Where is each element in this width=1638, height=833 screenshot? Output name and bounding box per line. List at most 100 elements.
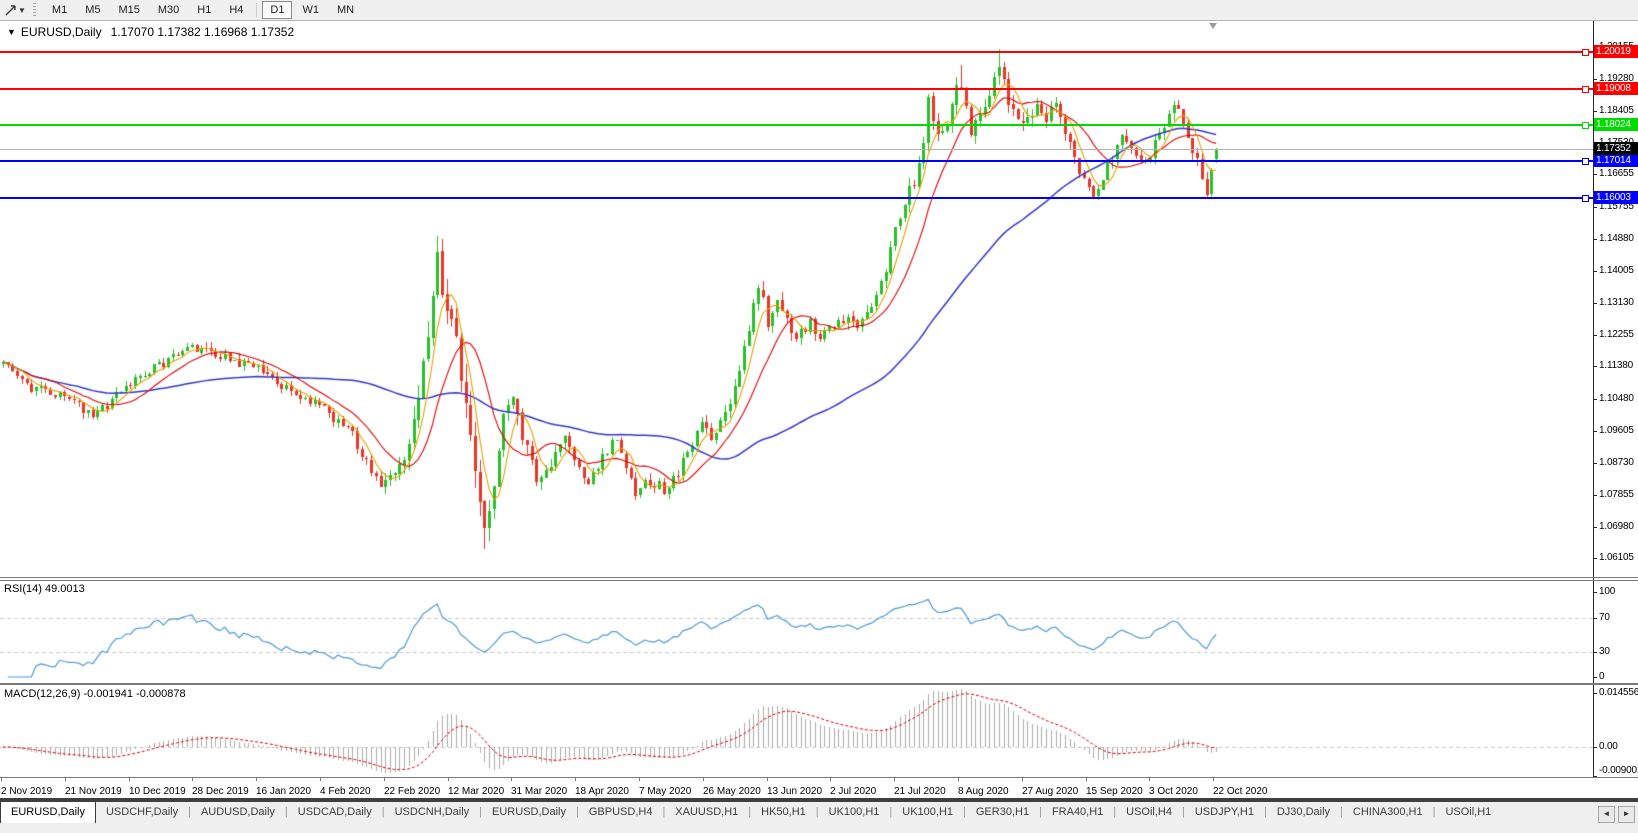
macd-tick [1593, 693, 1597, 694]
horizontal-line-1.19008[interactable] [0, 88, 1593, 90]
date-tick [703, 777, 704, 781]
tab-item-eurusd-daily[interactable]: EURUSD,Daily [492, 806, 566, 818]
rsi-tick [1593, 652, 1597, 653]
hline-drag-marker[interactable] [1582, 195, 1589, 202]
rsi-tick-label: 100 [1599, 586, 1616, 597]
tab-item-uk100-h1[interactable]: UK100,H1 [902, 806, 954, 818]
tab-item-usoil-h4[interactable]: USOil,H4 [1126, 806, 1172, 818]
tab-item-gbpusd-h4[interactable]: GBPUSD,H4 [588, 806, 653, 818]
panel-divider [0, 580, 1638, 581]
hline-drag-marker[interactable] [1582, 158, 1589, 165]
timeframe-button-h4[interactable]: H4 [229, 4, 244, 16]
date-tick [1213, 777, 1214, 781]
tab-item-hk50-h1[interactable]: HK50,H1 [761, 806, 806, 818]
date-label: 27 Aug 2020 [1022, 786, 1079, 797]
horizontal-line-1.16003[interactable] [0, 197, 1593, 199]
chart-title: ▼ EURUSD,Daily 1.17070 1.17382 1.16968 1.1… [7, 25, 294, 39]
date-tick [894, 777, 895, 781]
rsi-tick-label: 70 [1599, 612, 1610, 623]
tab-scroll-right-button[interactable]: ► [1618, 806, 1635, 823]
tab-item-ger30-h1[interactable]: GER30,H1 [975, 806, 1030, 818]
dropdown-arrow-icon[interactable]: ▼ [18, 5, 26, 15]
window-bottom-edge [0, 798, 1638, 802]
hline-drag-marker[interactable] [1582, 86, 1589, 93]
rsi-tick [1593, 592, 1597, 593]
date-label: 7 May 2020 [639, 786, 692, 797]
date-tick [256, 777, 257, 781]
tab-separator: | [1340, 806, 1343, 818]
timeframe-button-d1[interactable]: D1 [262, 1, 293, 19]
date-tick [192, 777, 193, 781]
tab-scroll-arrows: ◄ ► [1598, 806, 1635, 823]
tab-item-fra40-h1[interactable]: FRA40,H1 [1051, 806, 1104, 818]
price-tick [1593, 239, 1597, 240]
date-tick [1, 777, 2, 781]
tab-item-usoil-h1[interactable]: USOil,H1 [1445, 806, 1492, 818]
hline-price-tag: 1.16003 [1594, 191, 1638, 204]
tab-separator: | [748, 806, 752, 818]
rsi-indicator-label: RSI(14) 49.0013 [4, 583, 85, 595]
price-tick [1593, 271, 1597, 272]
chart-title-symbol: EURUSD,Daily [20, 25, 102, 39]
price-tick-label: 1.16655 [1599, 168, 1634, 179]
horizontal-line-1.18024[interactable] [0, 124, 1593, 126]
date-tick [384, 777, 385, 781]
toolbar: ▼ M1 M5 M15 M30 H1 H4 D1 W1 MN [0, 0, 1638, 21]
date-label: 16 Jan 2020 [256, 786, 312, 797]
hline-price-tag: 1.20019 [1594, 45, 1638, 58]
date-label: 21 Nov 2019 [65, 786, 122, 797]
tab-separator: | [284, 806, 288, 818]
cursor-icon[interactable] [4, 4, 17, 17]
timeframe-button-mn[interactable]: MN [336, 4, 355, 16]
date-tick [1086, 777, 1087, 781]
tab-item-usdchf-daily[interactable]: USDCHF,Daily [105, 806, 179, 818]
date-label: 22 Oct 2020 [1213, 786, 1268, 797]
tab-item-dj30-daily[interactable]: DJ30,Daily [1276, 806, 1331, 818]
date-tick [65, 777, 66, 781]
macd-tick [1593, 776, 1597, 777]
price-tick-label: 1.19280 [1599, 73, 1634, 84]
date-tick [1022, 777, 1023, 781]
macd-tick [1593, 747, 1597, 748]
tab-item-uk100-h1[interactable]: UK100,H1 [828, 806, 880, 818]
timeframe-button-m15[interactable]: M15 [118, 4, 140, 16]
timeframe-button-w1[interactable]: W1 [302, 4, 319, 16]
tab-item-usdcnh-daily[interactable]: USDCNH,Daily [394, 806, 470, 818]
tab-separator: | [662, 806, 666, 818]
tab-item-audusd-daily[interactable]: AUDUSD,Daily [200, 806, 275, 818]
hline-drag-marker[interactable] [1582, 49, 1589, 56]
date-tick [1149, 777, 1150, 781]
tab-separator: | [815, 806, 819, 818]
price-tick [1593, 495, 1597, 496]
hline-drag-marker[interactable] [1582, 122, 1589, 129]
tab-item-xauusd-h1[interactable]: XAUUSD,H1 [675, 806, 739, 818]
chart-shift-marker[interactable] [1209, 23, 1217, 29]
timeframe-button-h1[interactable]: H1 [197, 4, 212, 16]
price-tick-label: 1.14880 [1599, 233, 1634, 244]
price-tick-label: 1.10480 [1599, 393, 1634, 404]
horizontal-line-1.20019[interactable] [0, 51, 1593, 53]
tab-separator: | [576, 806, 579, 818]
price-tick-label: 1.06105 [1599, 552, 1634, 563]
date-tick [129, 777, 130, 781]
price-tick-label: 1.18405 [1599, 105, 1634, 116]
price-tick-label: 1.14005 [1599, 265, 1634, 276]
tab-item-usdjpy-h1[interactable]: USDJPY,H1 [1194, 806, 1254, 818]
tab-scroll-left-button[interactable]: ◄ [1598, 806, 1615, 823]
horizontal-line-1.17014[interactable] [0, 160, 1593, 162]
date-label: 13 Jun 2020 [767, 786, 823, 797]
price-tick-label: 1.12255 [1599, 329, 1634, 340]
tab-separator: | [188, 806, 191, 818]
tab-item-eurusd-daily[interactable]: EURUSD,Daily [0, 802, 96, 823]
toolbar-grip[interactable] [32, 3, 36, 17]
timeframe-button-m1[interactable]: M1 [51, 4, 68, 16]
timeframe-button-m5[interactable]: M5 [85, 4, 101, 16]
hline-price-tag: 1.18024 [1594, 118, 1638, 131]
tab-item-china300-h1[interactable]: CHINA300,H1 [1352, 806, 1423, 818]
tab-item-usdcad-daily[interactable]: USDCAD,Daily [297, 806, 372, 818]
current-price-line [0, 149, 1593, 150]
chart-collapse-toggle[interactable]: ▼ [7, 27, 16, 37]
timeframe-button-m30[interactable]: M30 [157, 4, 180, 16]
